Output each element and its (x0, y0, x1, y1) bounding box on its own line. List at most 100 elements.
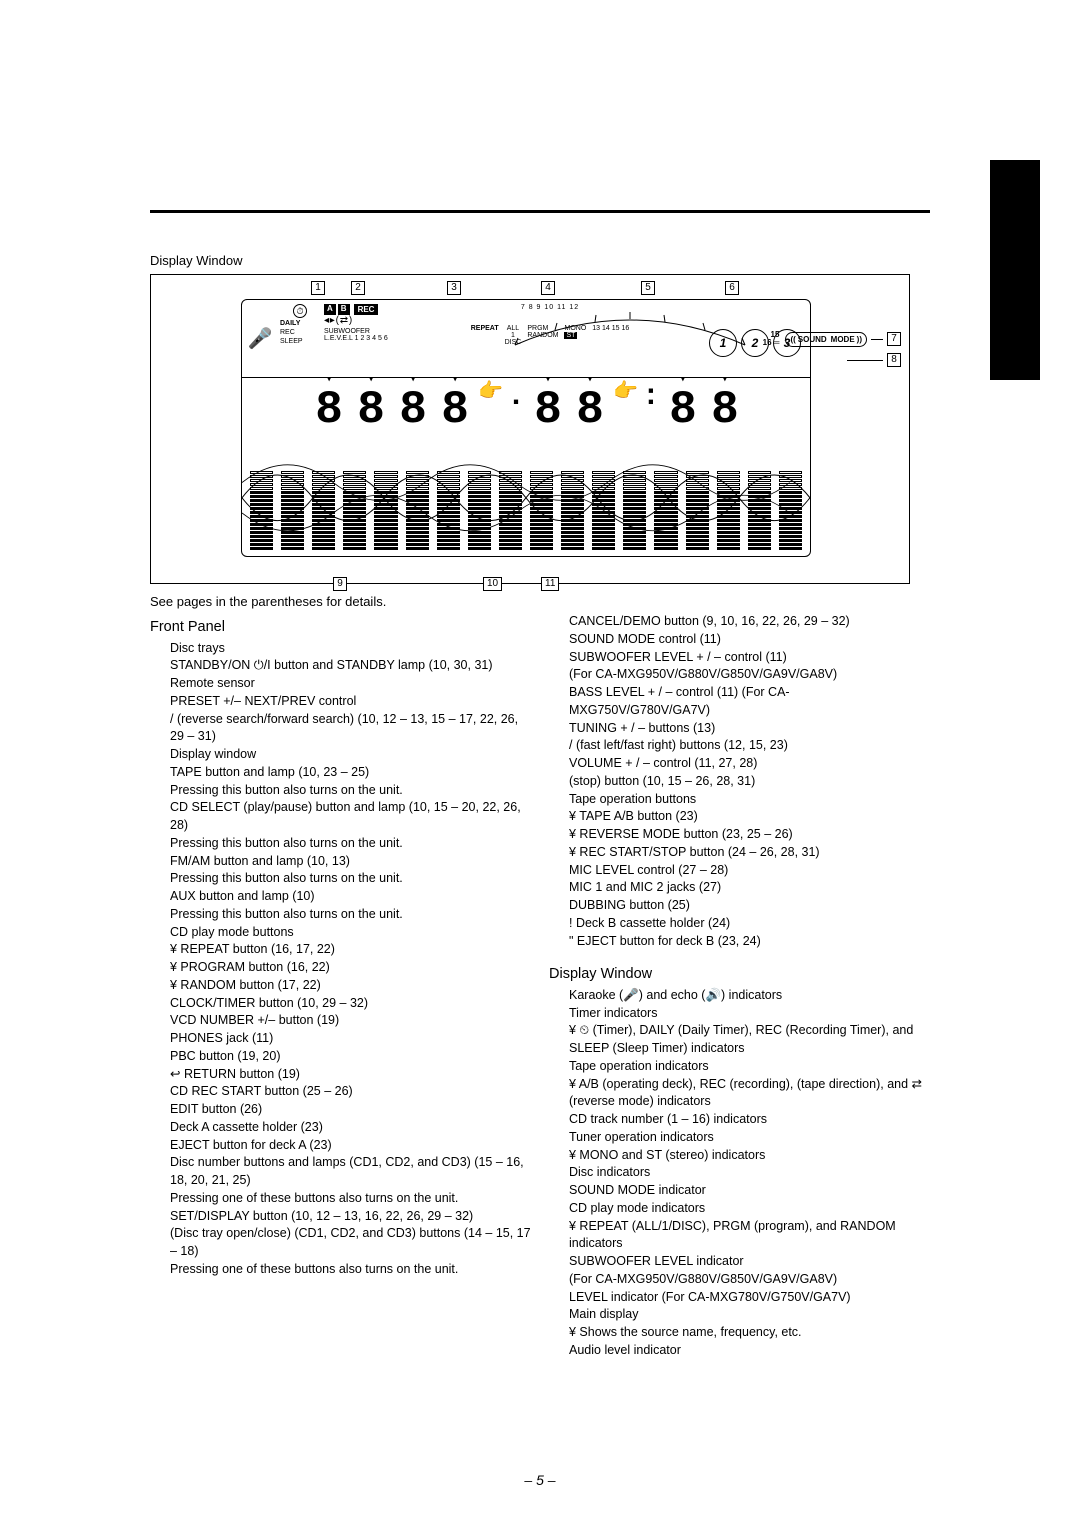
list-item: PHONES jack (11) (170, 1030, 531, 1048)
list-item: Remote sensor (170, 675, 531, 693)
top-rule (150, 210, 930, 213)
callout-7: 7 (887, 332, 901, 346)
display-top-row: 🎤 ⏱ DAILY REC SLEEP A B REC ◂ ▸ ( ⇄ ) SU… (242, 300, 810, 378)
list-item: DUBBING button (25) (569, 897, 930, 915)
karaoke-icon: 🎤 (242, 300, 278, 376)
diagram-frame: 1 2 3 4 5 6 🎤 ⏱ DAILY REC SLEEP A B (150, 274, 910, 584)
seven-segment: 8 8 8 8 👉 . 8 8 👉 : 8 8 (310, 384, 742, 436)
side-tab (990, 160, 1040, 380)
note: See pages in the parentheses for details… (150, 594, 930, 609)
list-item: Timer indicators (569, 1005, 930, 1023)
list-item: Disc trays (170, 640, 531, 658)
deck-b-icon: B (338, 304, 350, 315)
list-item: EJECT button for deck A (23) (170, 1137, 531, 1155)
daily-label: DAILY (280, 319, 320, 328)
list-item: (For CA-MXG950V/G880V/G850V/GA9V/GA8V) (569, 666, 930, 684)
list-item: SOUND MODE control (11) (569, 631, 930, 649)
list-item: AUX button and lamp (10) (170, 888, 531, 906)
list-item: ¥ A/B (operating deck), REC (recording),… (569, 1076, 930, 1112)
callout-3: 3 (447, 281, 461, 295)
list-item: BASS LEVEL + / – control (11) (For CA-MX… (569, 684, 930, 720)
list-item: Tape operation indicators (569, 1058, 930, 1076)
list-item: Pressing this button also turns on the u… (170, 782, 531, 800)
list-item: SET/DISPLAY button (10, 12 – 13, 16, 22,… (170, 1208, 531, 1226)
list-item: Tape operation buttons (569, 791, 930, 809)
list-item: VOLUME + / – control (11, 27, 28) (569, 755, 930, 773)
list-item: CD REC START button (25 – 26) (170, 1083, 531, 1101)
left-column: Front Panel Disc traysSTANDBY/ON ⏻/I but… (150, 613, 531, 1360)
list-item: Pressing one of these buttons also turns… (170, 1261, 531, 1279)
list-item: ¥ PROGRAM button (16, 22) (170, 959, 531, 977)
list-item: Pressing one of these buttons also turns… (170, 1190, 531, 1208)
list-item: CD SELECT (play/pause) button and lamp (… (170, 799, 531, 835)
page-number: – 5 – (524, 1472, 555, 1488)
display-box: 🎤 ⏱ DAILY REC SLEEP A B REC ◂ ▸ ( ⇄ ) SU… (241, 299, 811, 557)
list-item: CD track number (1 – 16) indicators (569, 1111, 930, 1129)
list-item: (Disc tray open/close) (CD1, CD2, and CD… (170, 1225, 531, 1261)
list-item: ↩ RETURN button (19) (170, 1066, 531, 1084)
list-item: SOUND MODE indicator (569, 1182, 930, 1200)
callout-4: 4 (541, 281, 555, 295)
sleep-label: SLEEP (280, 337, 320, 346)
list-item: (stop) button (10, 15 – 26, 28, 31) (569, 773, 930, 791)
list-item: ¥ ⏲ (Timer), DAILY (Daily Timer), REC (R… (569, 1022, 930, 1058)
list-item: CANCEL/DEMO button (9, 10, 16, 22, 26, 2… (569, 613, 930, 631)
callout-11: 11 (541, 577, 559, 591)
list-item: STANDBY/ON ⏻/I button and STANDBY lamp (… (170, 657, 531, 675)
list-item: CLOCK/TIMER button (10, 29 – 32) (170, 995, 531, 1013)
list-item: EDIT button (26) (170, 1101, 531, 1119)
list-item: ¥ REC START/STOP button (24 – 26, 28, 31… (569, 844, 930, 862)
callout-8: 8 (887, 353, 901, 367)
timer-block: ⏱ DAILY REC SLEEP (278, 300, 322, 377)
sound-mode-badge: ((SOUNDMODE)) (785, 332, 867, 347)
list-item: LEVEL indicator (For CA-MXG780V/G750V/GA… (569, 1289, 930, 1307)
list-item: Pressing this button also turns on the u… (170, 870, 531, 888)
list-item: VCD NUMBER +/– button (19) (170, 1012, 531, 1030)
list-item: ¥ Shows the source name, frequency, etc. (569, 1324, 930, 1342)
front-panel-title: Front Panel (150, 617, 531, 638)
list-item: CD play mode buttons (170, 924, 531, 942)
list-item: ¥ REPEAT (ALL/1/DISC), PRGM (program), a… (569, 1218, 930, 1254)
list-item: SUBWOOFER LEVEL indicator (569, 1253, 930, 1271)
list-item: SUBWOOFER LEVEL + / – control (11) (569, 649, 930, 667)
list-item: Display window (170, 746, 531, 764)
list-item: Deck A cassette holder (23) (170, 1119, 531, 1137)
callout-6: 6 (725, 281, 739, 295)
list-item: FM/AM button and lamp (10, 13) (170, 853, 531, 871)
subwoofer-label: SUBWOOFERL.E.V.E.L 1 2 3 4 5 6 (324, 328, 398, 342)
list-item: TAPE button and lamp (10, 23 – 25) (170, 764, 531, 782)
diagram-caption: Display Window (150, 253, 930, 268)
list-item: Tuner operation indicators (569, 1129, 930, 1147)
list-item: Main display (569, 1306, 930, 1324)
list-item: MIC 1 and MIC 2 jacks (27) (569, 879, 930, 897)
callout-10: 10 (483, 577, 502, 591)
list-item: ¥ REVERSE MODE button (23, 25 – 26) (569, 826, 930, 844)
tape-direction-icon: ◂ ▸ ( ⇄ ) (324, 315, 398, 326)
right-column: CANCEL/DEMO button (9, 10, 16, 22, 26, 2… (549, 613, 930, 1360)
list-item: ! Deck B cassette holder (24) (569, 915, 930, 933)
list-item: ¥ REPEAT button (16, 17, 22) (170, 941, 531, 959)
list-item: PRESET +/– NEXT/PREV control (170, 693, 531, 711)
list-item: " EJECT button for deck B (23, 24) (569, 933, 930, 951)
list-item: Disc number buttons and lamps (CD1, CD2,… (170, 1154, 531, 1190)
list-item: TUNING + / – buttons (13) (569, 720, 930, 738)
callout-5: 5 (641, 281, 655, 295)
list-item: Pressing this button also turns on the u… (170, 835, 531, 853)
list-item: ¥ RANDOM button (17, 22) (170, 977, 531, 995)
dial-area: 7 8 9 10 11 12 REPEAT ALL1DISC PRGMRANDO… (400, 300, 700, 377)
list-item: Karaoke (🎤) and echo (🔊) indicators (569, 987, 930, 1005)
rec-badge: REC (354, 304, 379, 315)
callout-2: 2 (351, 281, 365, 295)
callout-9: 9 (333, 577, 347, 591)
callout-1: 1 (311, 281, 325, 295)
main-display: 8 8 8 8 👉 . 8 8 👉 : 8 8 (242, 378, 810, 442)
list-item: Pressing this button also turns on the u… (170, 906, 531, 924)
list-item: (For CA-MXG950V/G880V/G850V/GA9V/GA8V) (569, 1271, 930, 1289)
list-item: ¥ TAPE A/B button (23) (569, 808, 930, 826)
list-item: Audio level indicator (569, 1342, 930, 1360)
list-item: Disc indicators (569, 1164, 930, 1182)
columns: Front Panel Disc traysSTANDBY/ON ⏻/I but… (150, 613, 930, 1360)
list-item: / (reverse search/forward search) (10, 1… (170, 711, 531, 747)
list-item: CD play mode indicators (569, 1200, 930, 1218)
deck-a-icon: A (324, 304, 336, 315)
